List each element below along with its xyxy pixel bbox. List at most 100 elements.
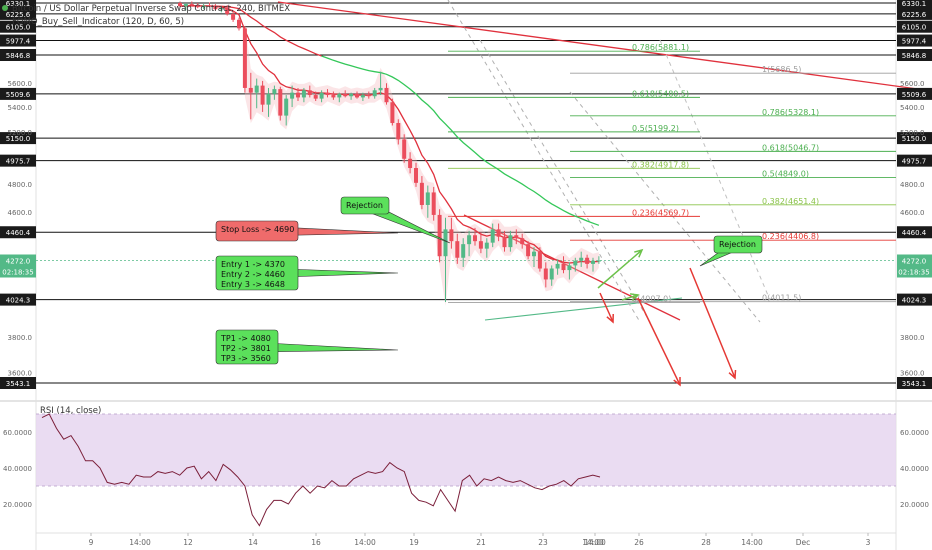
dashed-channel-line-2 [479, 39, 651, 323]
candle-body[interactable] [219, 8, 224, 10]
left-level-label: 5150.0 [6, 135, 31, 143]
candle-body[interactable] [537, 251, 542, 269]
candle-body[interactable] [366, 95, 371, 97]
callout-entries-box[interactable] [215, 255, 299, 291]
candle-body[interactable] [201, 5, 206, 8]
candle-body[interactable] [195, 5, 200, 8]
annotation-callouts[interactable]: Rejection Stop Loss -> 4690 Entry 1 -> 437… [215, 196, 763, 365]
candle-body[interactable] [266, 93, 271, 105]
candlesticks[interactable] [178, 1, 601, 302]
candle-body[interactable] [496, 229, 501, 237]
callout-rejection-right-box[interactable] [713, 235, 763, 254]
candle-body[interactable] [543, 268, 548, 280]
candle-body[interactable] [490, 229, 495, 243]
candle-body[interactable] [372, 90, 377, 97]
candle-body[interactable] [414, 168, 418, 183]
candle-body[interactable] [561, 263, 566, 271]
time-tick: 3 [866, 538, 871, 547]
candle-body[interactable] [419, 182, 424, 205]
callout-rejection-left-box[interactable] [340, 196, 390, 215]
candle-body[interactable] [591, 260, 595, 264]
symbol-title[interactable]: Bitcoin / US Dollar Perpetual Inverse Sw… [12, 4, 290, 14]
candle-body[interactable] [449, 229, 454, 242]
candle-body[interactable] [296, 92, 300, 98]
candle-body[interactable] [478, 241, 483, 249]
candle-body[interactable] [502, 236, 507, 248]
candle-body[interactable] [183, 4, 188, 7]
candle-body[interactable] [325, 92, 330, 96]
candle-body[interactable] [425, 192, 430, 205]
right-price-tick: 4800.0 [900, 181, 925, 189]
candle-body[interactable] [532, 251, 536, 257]
candle-body[interactable] [402, 139, 407, 159]
callout-entries-text: Entry 2 -> 4460 [221, 270, 285, 279]
candle-body[interactable] [278, 89, 283, 116]
candle-body[interactable] [307, 90, 312, 96]
candle-body[interactable] [596, 260, 601, 262]
callout-take-profits-box[interactable] [215, 329, 279, 365]
candle-body[interactable] [343, 93, 348, 97]
candle-body[interactable] [526, 244, 531, 257]
candle-body[interactable] [484, 242, 489, 249]
indicator-title[interactable]: FOMO_Buy_Sell_Indicator (120, D, 60, 5) [12, 17, 184, 27]
callout-stop-loss-box[interactable] [215, 220, 299, 242]
candle-body[interactable] [431, 192, 436, 215]
candle-body[interactable] [207, 5, 212, 7]
candle-body[interactable] [573, 260, 578, 266]
candle-body[interactable] [514, 235, 519, 239]
candle-body[interactable] [355, 93, 359, 98]
long-downtrend-line[interactable] [277, 1, 926, 91]
time-tick: 28 [701, 538, 711, 547]
candle-body[interactable] [579, 257, 584, 261]
candle-body[interactable] [231, 13, 236, 20]
candle-body[interactable] [520, 238, 525, 245]
left-level-tag [0, 377, 36, 389]
candle-body[interactable] [284, 98, 289, 116]
chart-legend[interactable]: Bitcoin / US Dollar Perpetual Inverse Sw… [2, 4, 290, 416]
candle-body[interactable] [225, 8, 230, 14]
rsi-line[interactable] [41, 413, 601, 527]
candle-body[interactable] [467, 235, 472, 245]
candle-body[interactable] [331, 95, 336, 98]
candle-body[interactable] [455, 241, 460, 258]
candle-body[interactable] [213, 6, 218, 10]
candle-body[interactable] [260, 85, 265, 105]
fibonacci-levels: 0.786(5881.1) 0.618(5480.5) 0.5(5199.2) 0.3… [448, 43, 896, 303]
left-level-label: 4975.7 [6, 158, 31, 166]
candle-body[interactable] [585, 257, 590, 264]
right-price-tick: 3800.0 [900, 334, 925, 342]
candle-body[interactable] [237, 19, 241, 29]
candle-body[interactable] [319, 92, 324, 99]
candle-body[interactable] [313, 95, 318, 99]
candle-body[interactable] [390, 102, 395, 124]
left-level-tag [0, 7, 36, 20]
candle-body[interactable] [242, 28, 247, 88]
candle-body[interactable] [378, 87, 383, 91]
candle-body[interactable] [337, 93, 342, 98]
slow-moving-average-green[interactable] [321, 55, 600, 226]
candle-body[interactable] [567, 265, 572, 271]
candle-body[interactable] [272, 89, 277, 94]
fast-moving-average[interactable] [179, 4, 599, 264]
rsi-title[interactable]: RSI (14, close) [40, 406, 101, 416]
candle-body[interactable] [254, 85, 259, 93]
candle-body[interactable] [473, 235, 477, 242]
candle-body[interactable] [384, 87, 389, 103]
left-level-label: 4460.4 [6, 229, 31, 237]
candle-body[interactable] [349, 93, 354, 97]
candle-body[interactable] [443, 229, 448, 257]
candle-body[interactable] [508, 235, 513, 248]
candle-body[interactable] [301, 90, 306, 98]
candle-body[interactable] [437, 214, 442, 257]
candle-body[interactable] [248, 87, 253, 93]
candle-body[interactable] [178, 3, 182, 7]
candle-body[interactable] [555, 263, 560, 269]
candle-body[interactable] [461, 244, 466, 258]
candle-body[interactable] [189, 4, 194, 6]
candle-body[interactable] [396, 123, 401, 140]
candle-body[interactable] [360, 95, 365, 98]
candle-body[interactable] [408, 158, 413, 169]
candle-body[interactable] [549, 268, 554, 280]
candle-body[interactable] [290, 92, 295, 99]
